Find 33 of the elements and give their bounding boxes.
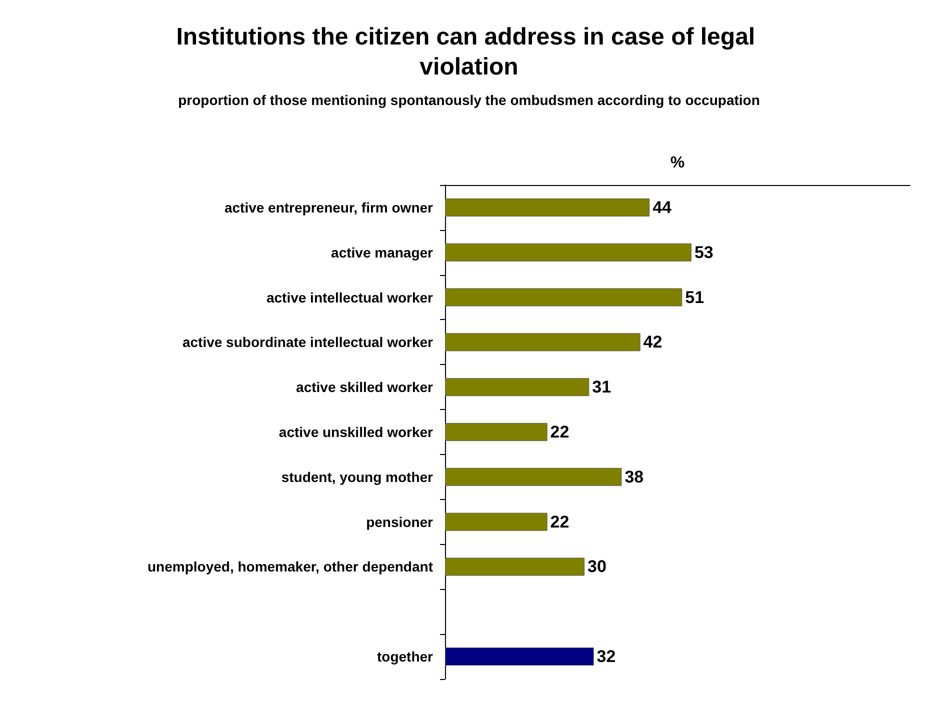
data-label: 32 xyxy=(596,647,616,666)
data-label: 30 xyxy=(588,557,606,576)
data-label: 42 xyxy=(643,332,662,352)
bar xyxy=(445,243,692,262)
bar xyxy=(445,198,650,216)
bar xyxy=(445,288,682,306)
bar xyxy=(445,512,548,531)
data-label: 31 xyxy=(592,378,612,397)
y-tick-label: active manager xyxy=(331,244,434,260)
bar xyxy=(445,558,584,576)
chart-title: Institutions the citizen can address in case of legal violation xyxy=(176,24,762,80)
data-label: 51 xyxy=(685,288,704,307)
data-label: 22 xyxy=(550,512,570,532)
bar xyxy=(445,648,594,666)
x-axis-title: % xyxy=(670,154,685,172)
bar xyxy=(445,378,590,396)
y-tick-label: active unskilled worker xyxy=(278,424,434,440)
y-tick-label: together xyxy=(377,648,434,665)
bar xyxy=(445,333,640,352)
data-label: 38 xyxy=(624,467,644,486)
y-tick-label: pensioner xyxy=(366,514,434,530)
bar xyxy=(445,468,622,486)
data-label: 44 xyxy=(652,198,672,217)
y-tick-label: unemployed, homemaker, other dependant xyxy=(147,558,434,575)
y-tick-label: active skilled worker xyxy=(296,379,434,396)
chart-subtitle: proportion of those mentioning spontanously the ombudsmen according to occupation xyxy=(178,92,760,108)
y-tick-label: student, young mother xyxy=(281,468,434,485)
data-label: 53 xyxy=(694,242,714,262)
y-tick-label: active entrepreneur, firm owner xyxy=(224,199,434,216)
bar xyxy=(445,423,548,441)
data-label: 22 xyxy=(550,422,570,442)
y-tick-label: active intellectual worker xyxy=(266,289,434,306)
y-tick-label: active subordinate intellectual worker xyxy=(182,334,434,350)
